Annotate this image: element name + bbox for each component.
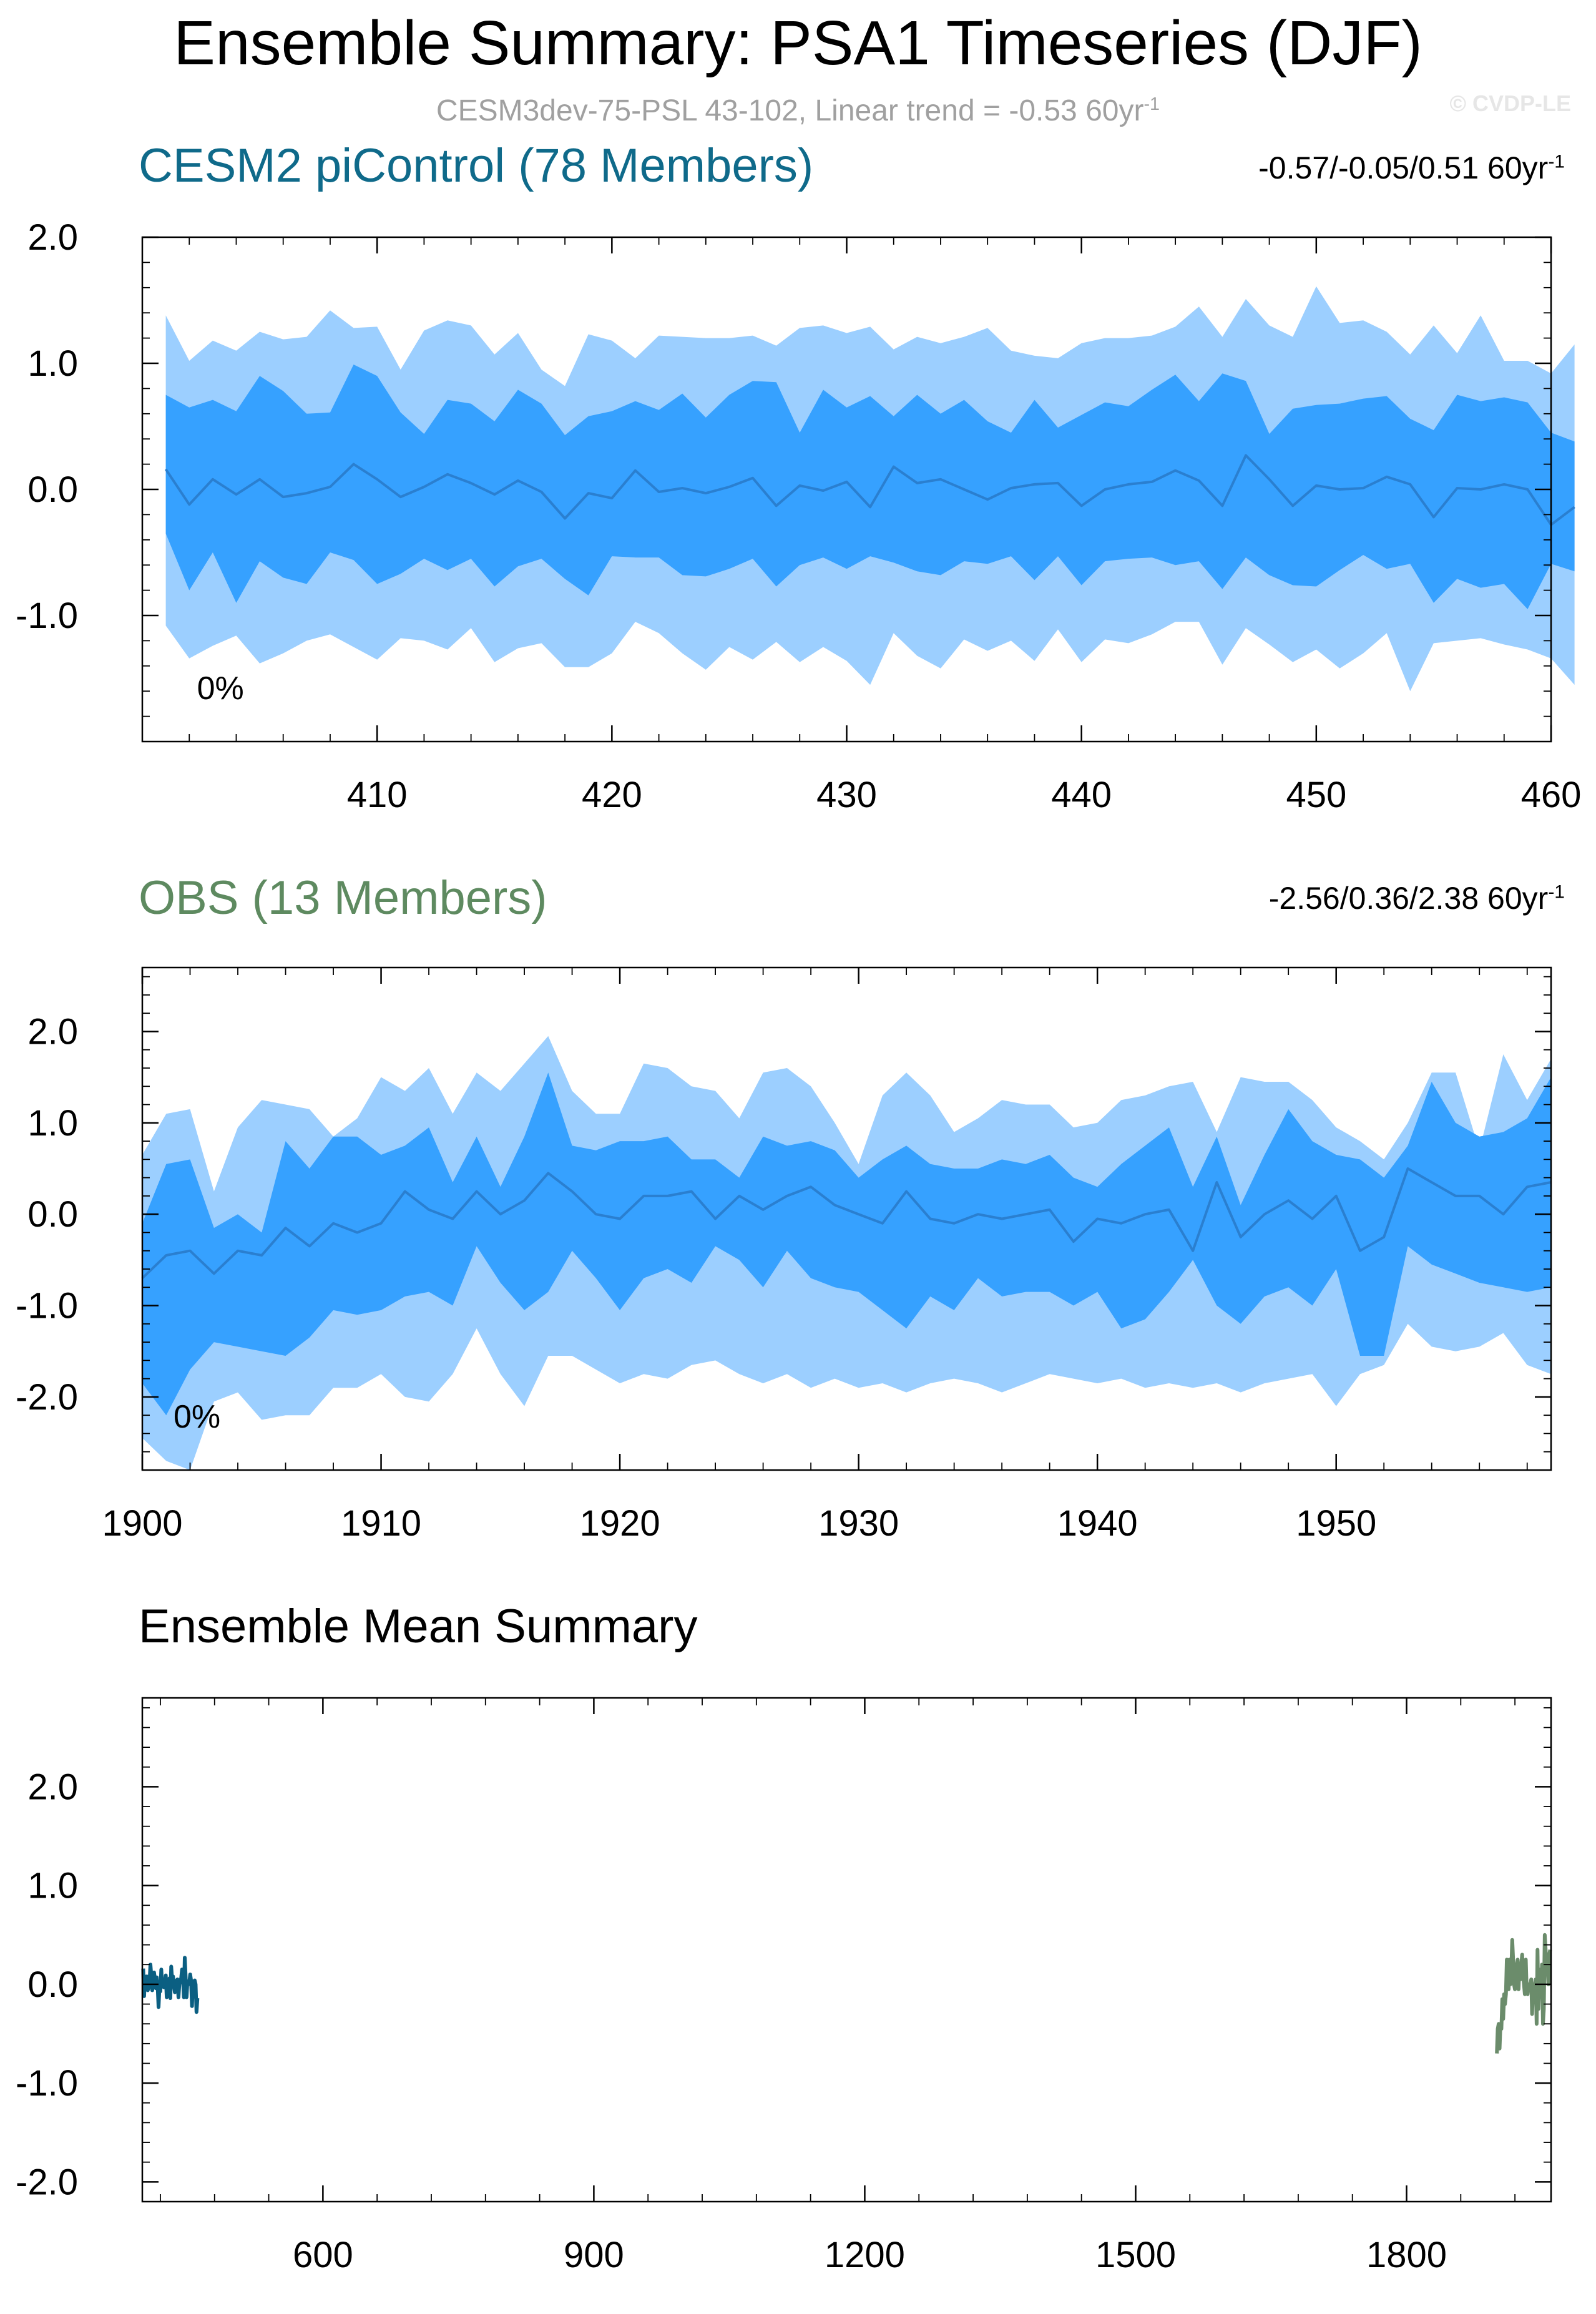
panel2-ytick-label: -2.0 [16,1377,78,1418]
panel1-xtick-label: 460 [1521,775,1582,815]
panel1-ytick-label: 1.0 [27,343,78,384]
subtitle-text: CESM3dev-75-PSL 43-102, Linear trend = -… [436,94,1144,127]
panel2-band-25-75 [142,1072,1551,1416]
panel3-xtick-label: 1500 [1095,2235,1176,2275]
panel1-ytick-label: 0.0 [27,469,78,510]
watermark: © CVDP-LE [1449,91,1571,116]
panel1-title: CESM2 piControl (78 Members) [139,139,814,192]
panel3-ytick-label: -1.0 [16,2063,78,2104]
panel2-mean-line [141,1167,1552,1280]
panel2-xtick-label: 1930 [818,1503,899,1544]
panel2-ytick-label: 2.0 [27,1011,78,1052]
panel3-ytick-label: 0.0 [27,1964,78,2005]
panel3-series-cesm [141,1956,200,2014]
panel3-frame [141,1697,1552,2203]
main-title: Ensemble Summary: PSA1 Timeseries (DJF) [174,8,1422,78]
panel2-xtick-label: 1910 [341,1503,421,1544]
panel2-frame [141,966,1552,1471]
panel2-ytick-label: 0.0 [27,1194,78,1235]
panel2-range: -2.56/0.36/2.38 60yr-1 [1269,880,1565,916]
panel3-ytick-label: 2.0 [27,1767,78,1807]
panel1-xtick-label: 430 [816,775,877,815]
panel2-xtick-label: 1920 [580,1503,660,1544]
panel1-range-sup: -1 [1548,151,1565,172]
panel1-range: -0.57/-0.05/0.51 60yr-1 [1258,150,1565,186]
subtitle-sup: -1 [1143,94,1160,114]
panel1-xtick-label: 440 [1051,775,1112,815]
subtitle: CESM3dev-75-PSL 43-102, Linear trend = -… [0,94,1596,128]
panel1-band-25-75 [165,365,1575,609]
panel3-xtick-label: 900 [564,2235,624,2275]
panel3-ytick-label: 1.0 [27,1866,78,1906]
panel2-range-text: -2.56/0.36/2.38 60yr [1268,881,1549,916]
panel2-ytick-label: -1.0 [16,1286,78,1326]
panel3-xtick-label: 1200 [825,2235,905,2275]
panel2-ytick-label: 1.0 [27,1103,78,1144]
panel1-xtick-label: 450 [1286,775,1346,815]
panel3-xtick-label: 600 [293,2235,353,2275]
panel3-xtick-label: 1800 [1366,2235,1447,2275]
panel1-xtick-label: 420 [582,775,642,815]
panel3-ytick-label: -2.0 [16,2162,78,2202]
panel1-xtick-label: 410 [347,775,408,815]
panel1-ytick-label: 2.0 [27,217,78,258]
panel2-title: OBS (13 Members) [139,871,547,924]
panel1-ytick-label: -1.0 [16,596,78,636]
panel2-percent-label: 0% [174,1399,220,1435]
panel1-mean-line [164,454,1575,526]
panel3-title: Ensemble Mean Summary [139,1600,698,1653]
panel1-percent-label: 0% [197,670,244,707]
panel3-series-obs [1495,1933,1552,2054]
panel2-xtick-label: 1950 [1296,1503,1376,1544]
panel2-range-sup: -1 [1548,881,1565,903]
panel1-range-text: -0.57/-0.05/0.51 60yr [1258,150,1549,185]
panel2-xtick-label: 1940 [1057,1503,1138,1544]
panel2-xtick-label: 1900 [102,1503,182,1544]
